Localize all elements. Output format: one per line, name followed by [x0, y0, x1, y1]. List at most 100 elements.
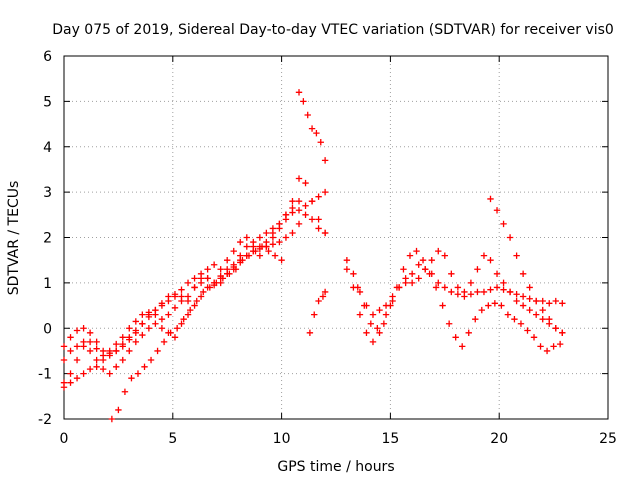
y-axis-label: SDTVAR / TECUs [6, 181, 22, 296]
y-tick-label: -2 [38, 412, 52, 428]
data-point [461, 288, 468, 296]
data-point [389, 297, 396, 305]
data-point [315, 297, 322, 305]
data-point [361, 302, 368, 309]
data-point [154, 347, 161, 355]
data-point [73, 343, 81, 350]
data-point [141, 363, 148, 371]
data-point [237, 238, 244, 246]
data-point [99, 365, 107, 373]
data-point [517, 320, 525, 327]
data-point [369, 338, 377, 346]
data-point [126, 347, 133, 355]
data-point [302, 202, 309, 209]
data-point [193, 297, 200, 305]
data-point [552, 297, 559, 305]
data-point [73, 327, 81, 334]
data-point [276, 238, 283, 246]
data-point [465, 329, 472, 336]
data-point [552, 325, 559, 332]
data-point [546, 315, 553, 323]
y-tick-label: 1 [43, 276, 52, 292]
y-tick-label: 6 [43, 49, 52, 65]
x-tick-label: 10 [273, 431, 291, 447]
data-point [524, 327, 531, 334]
data-point [73, 356, 81, 364]
data-point [428, 256, 435, 264]
data-point [171, 291, 179, 298]
data-point [295, 198, 303, 205]
data-point [315, 225, 322, 232]
data-point [439, 302, 446, 309]
data-point [539, 315, 546, 323]
data-point [295, 207, 303, 214]
data-point [474, 266, 481, 273]
data-point [86, 365, 94, 373]
data-point [413, 247, 420, 255]
data-point [295, 220, 303, 228]
data-point [506, 288, 514, 296]
data-point [204, 266, 211, 273]
data-point [93, 356, 100, 364]
data-point [519, 302, 527, 309]
data-point [295, 89, 303, 96]
data-point [139, 320, 146, 327]
data-point [321, 188, 329, 196]
data-point [213, 279, 220, 287]
data-point [376, 306, 383, 314]
data-point [467, 279, 475, 287]
data-point [387, 302, 394, 309]
data-point [504, 311, 512, 318]
data-point [498, 302, 505, 309]
data-point [113, 340, 120, 348]
data-point [113, 363, 120, 371]
data-point [108, 415, 116, 423]
series-arc-11 [487, 195, 566, 336]
data-point [500, 279, 507, 287]
data-points [60, 89, 566, 423]
data-point [60, 343, 68, 350]
data-point [311, 311, 318, 318]
data-point [313, 129, 320, 137]
data-point [402, 275, 409, 282]
data-point [119, 334, 126, 341]
data-point [86, 338, 94, 346]
series-arc-5 [108, 243, 285, 423]
data-point [415, 261, 422, 268]
data-point [167, 329, 174, 336]
data-point [454, 291, 462, 298]
data-point [173, 325, 181, 332]
data-point [269, 241, 277, 248]
data-point [243, 234, 250, 241]
data-point [295, 175, 303, 182]
data-point [419, 256, 427, 264]
y-tick-label: 2 [43, 231, 52, 247]
data-point [282, 234, 290, 241]
data-point [245, 252, 253, 259]
data-point [265, 247, 272, 255]
data-point [171, 334, 179, 341]
x-axis-label: GPS time / hours [277, 459, 394, 475]
data-point [271, 252, 279, 259]
data-point [256, 252, 264, 259]
axis-ticks: 0 5 10 15 20 25 -2 -1 0 1 2 3 4 5 6 [38, 49, 617, 447]
data-point [546, 300, 553, 307]
data-point [132, 318, 140, 325]
data-point [317, 139, 324, 146]
data-point [67, 334, 74, 341]
data-point [93, 345, 100, 352]
data-point [93, 338, 100, 346]
data-point [506, 234, 514, 241]
data-point [139, 311, 146, 318]
data-point [308, 125, 316, 132]
data-point [343, 266, 351, 273]
data-point [278, 256, 285, 264]
series-arc-9 [343, 247, 566, 346]
data-point [187, 306, 194, 314]
data-point [319, 293, 327, 300]
data-point [306, 329, 314, 336]
data-point [224, 256, 231, 264]
data-point [252, 247, 259, 255]
